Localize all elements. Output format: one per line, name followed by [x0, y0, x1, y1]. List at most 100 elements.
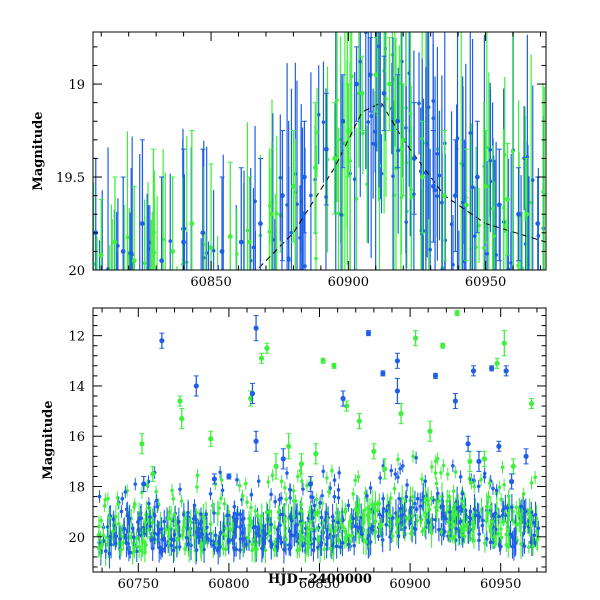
baseline-point — [494, 527, 498, 532]
scatter-point — [222, 501, 227, 506]
noise-point — [352, 177, 357, 182]
baseline-point — [278, 536, 283, 541]
top-blue-point — [238, 239, 244, 245]
top-ytick-label: 19 — [68, 78, 85, 93]
baseline-point — [403, 525, 407, 530]
top-panel-ylabel: Magnitude — [31, 111, 46, 190]
baseline-point — [295, 523, 299, 527]
scatter-point — [434, 481, 439, 486]
baseline-point — [380, 538, 385, 542]
baseline-point — [270, 542, 274, 547]
baseline-point — [212, 511, 216, 515]
baseline-point — [484, 537, 489, 541]
scatter-point — [243, 481, 248, 486]
scatter-point — [325, 476, 329, 480]
noise-point — [163, 285, 167, 289]
baseline-point — [240, 531, 245, 535]
baseline-point — [357, 535, 362, 539]
bottom-green-outliers-point — [298, 461, 304, 467]
baseline-point — [199, 547, 204, 551]
scatter-point — [167, 510, 172, 514]
scatter-point — [120, 496, 125, 501]
noise-point — [211, 248, 216, 253]
noise-point — [473, 234, 477, 238]
noise-point — [121, 342, 125, 346]
bottom-green-outliers-point — [179, 416, 185, 422]
baseline-point — [183, 516, 188, 520]
baseline-point — [465, 522, 470, 527]
noise-point — [98, 377, 102, 381]
top-ytick-label: 19.5 — [56, 171, 85, 186]
noise-point — [108, 378, 112, 382]
baseline-point — [334, 511, 339, 515]
scatter-point — [336, 495, 341, 500]
baseline-point — [346, 542, 351, 547]
baseline-point — [481, 518, 485, 523]
baseline-point — [181, 525, 186, 529]
noise-point — [517, 294, 521, 298]
baseline-point — [186, 542, 191, 547]
baseline-point — [211, 543, 216, 548]
bottom-blue-outliers-point — [340, 395, 346, 402]
baseline-point — [499, 535, 504, 540]
baseline-point — [225, 513, 230, 518]
scatter-point — [479, 477, 483, 482]
bottom-green-outliers-point — [331, 363, 337, 369]
scatter-point — [398, 466, 402, 471]
bottom-blue-outliers-point — [280, 456, 286, 462]
scatter-point — [249, 492, 254, 497]
noise-point — [379, 171, 384, 176]
noise-point — [242, 287, 246, 291]
noise-point — [130, 286, 134, 290]
scatter-point — [433, 459, 438, 463]
baseline-point — [148, 524, 153, 529]
noise-point — [122, 296, 126, 300]
baseline-point — [269, 522, 273, 527]
scatter-point — [363, 491, 368, 495]
noise-point — [361, 131, 365, 136]
baseline-point — [203, 529, 207, 533]
baseline-point — [400, 513, 405, 517]
baseline-point — [499, 527, 503, 531]
scatter-point — [453, 470, 458, 474]
noise-point — [207, 316, 211, 320]
scatter-point — [279, 479, 284, 484]
baseline-point — [484, 519, 488, 523]
baseline-point — [489, 505, 493, 509]
baseline-point — [113, 541, 118, 546]
top-green-point — [208, 245, 214, 251]
noise-point — [449, 222, 454, 227]
baseline-point — [506, 511, 511, 516]
baseline-point — [331, 519, 336, 523]
baseline-point — [227, 537, 231, 542]
scatter-point — [312, 503, 317, 508]
bottom-green-outliers-point — [150, 471, 156, 477]
noise-point — [293, 268, 298, 270]
baseline-point — [331, 534, 336, 539]
noise-point — [126, 303, 130, 307]
noise-point — [516, 263, 520, 268]
noise-point — [145, 314, 149, 318]
baseline-point — [373, 520, 377, 525]
baseline-point — [107, 516, 111, 520]
bottom-green-outliers-point — [208, 436, 214, 442]
top-blue-point — [280, 193, 285, 199]
baseline-point — [429, 496, 434, 501]
baseline-point — [414, 507, 419, 512]
bottom-green-outliers-point — [454, 310, 460, 316]
baseline-point — [424, 514, 428, 519]
baseline-point — [365, 514, 370, 518]
baseline-point — [450, 525, 454, 529]
baseline-point — [213, 533, 218, 538]
noise-point — [285, 203, 289, 207]
noise-point — [125, 235, 130, 240]
noise-point — [485, 252, 489, 256]
baseline-point — [261, 524, 266, 529]
baseline-point — [339, 522, 344, 527]
scatter-point — [519, 504, 523, 509]
scatter-point — [102, 504, 107, 508]
top-xtick-label: 60900 — [328, 275, 369, 290]
baseline-point — [109, 542, 113, 547]
baseline-point — [456, 506, 461, 510]
baseline-point — [177, 545, 182, 549]
